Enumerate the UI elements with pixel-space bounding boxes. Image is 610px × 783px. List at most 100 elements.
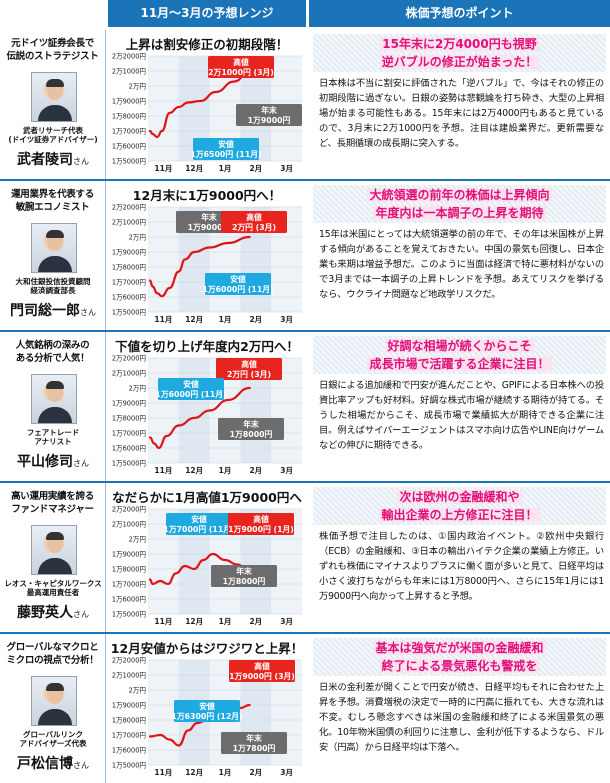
badge-value: 1万8000円 [223, 577, 266, 586]
x-tick-label: 12月 [185, 768, 203, 777]
headline-line-2: 成長市場で活躍する企業に注目！ [313, 355, 606, 373]
point-headline: 基本は強気だが米国の金融緩和 終了による景気悪化も警戒を [313, 638, 606, 676]
x-tick-label: 2月 [249, 768, 262, 777]
x-tick-label: 2月 [249, 315, 262, 324]
y-tick-label: 1万7000円 [112, 581, 147, 589]
y-tick-label: 2万2000円 [112, 506, 147, 514]
point-panel: 次は欧州の金融緩和や 輸出企業の上方修正に注目！ 株価予想で注目したのは、①国内… [309, 483, 610, 632]
person-name-text: 門司総一郎 [10, 303, 80, 319]
person-tagline: 人気銘柄の深みの ある分析で人気！ [0, 339, 105, 365]
badge-value: 2万1000円 (3月) [208, 68, 274, 77]
y-tick-label: 2万2000円 [112, 657, 147, 665]
y-tick-label: 1万7000円 [112, 430, 147, 438]
point-body-text: 日銀による追加緩和で円安が進んだことや、GPIFによる日本株への投資比率アップも… [319, 378, 604, 453]
tagline-line-1: 運用業界を代表する [0, 188, 105, 201]
y-tick-label: 1万6000円 [112, 445, 147, 453]
badge-label: 高値 [246, 212, 262, 222]
point-headline: 大統領選の前年の株価は上昇傾向 年度内は一本調子の上昇を期待 [313, 185, 606, 223]
person-name-text: 平山修司 [17, 454, 73, 470]
y-tick-label: 1万9000円 [112, 702, 147, 710]
badge-value: 2万円 (3月) [227, 370, 271, 379]
point-body-text: 15年は米国にとっては大統領選挙の前の年で、その年は米国株が上昇する傾向があるこ… [319, 227, 604, 302]
point-panel: 大統領選の前年の株価は上昇傾向 年度内は一本調子の上昇を期待 15年は米国にとっ… [309, 181, 610, 330]
badge-label: 安値 [183, 379, 199, 389]
y-tick-label: 1万9000円 [112, 400, 147, 408]
forecast-line-chart: 2万2000円 2万1000円 2万円 1万9000円 1万8000円 1万7000円 1万… [108, 203, 306, 330]
badge-low: 安値1万6300円 (12月) [171, 700, 242, 722]
person-panel: 人気銘柄の深みの ある分析で人気！ フェアトレード アナリスト 平山修司さん [0, 332, 106, 481]
headline-line-2: 年度内は一本調子の上昇を期待 [313, 204, 606, 222]
y-tick-label: 1万8000円 [112, 113, 147, 121]
text-column-header: 株価予想のポイント [309, 0, 610, 27]
x-tick-label: 11月 [154, 466, 172, 475]
person-affiliation: フェアトレード アナリスト [0, 428, 106, 446]
badge-label: 高値 [254, 661, 270, 671]
badge-value: 1万9000円 [248, 116, 291, 125]
headline-line-2: 終了による景気悪化も警戒を [313, 657, 606, 675]
headline-line-2: 逆バブルの修正が始まった！ [313, 53, 606, 71]
tagline-line-2: ある分析で人気！ [0, 352, 105, 365]
tagline-line-1: グローバルなマクロと [0, 641, 105, 654]
forecast-chart-panel: 12月安値からはジワジワと上昇！ 2万2000円 2万1000円 2万円 1万9000… [108, 634, 306, 783]
person-tagline: 元ドイツ証券会長で 伝説のストラテジスト [0, 37, 105, 63]
person-tagline: グローバルなマクロと ミクロの視点で分析！ [0, 641, 105, 667]
badge-value: 1万7000円 (11月) [163, 525, 234, 534]
chart-title: なだらかに1月高値1万9000円へ [108, 487, 306, 506]
affiliation-line-2: アドバイザーズ代表 [0, 739, 106, 748]
honorific: さん [73, 459, 89, 468]
tagline-line-2: 伝説のストラテジスト [0, 50, 105, 63]
badge-label: 高値 [241, 359, 257, 369]
headline-line-1: 次は欧州の金融緩和や [313, 488, 606, 506]
forecast-line-chart: 2万2000円 2万1000円 2万円 1万9000円 1万8000円 1万7000円 1万… [108, 52, 306, 179]
badge-label: 安値 [199, 701, 215, 711]
portrait-photo [31, 374, 77, 424]
y-tick-label: 2万円 [129, 536, 147, 544]
tagline-line-1: 人気銘柄の深みの [0, 339, 105, 352]
badge-value: 2万円 (3月) [232, 223, 276, 232]
chart-column-header: 11月〜3月の予想レンジ [108, 0, 306, 27]
y-tick-label: 2万円 [129, 83, 147, 91]
x-tick-label: 3月 [280, 466, 293, 475]
person-tagline: 高い運用実績を誇る ファンドマネジャー [0, 490, 105, 516]
y-tick-label: 1万6000円 [112, 747, 147, 755]
y-tick-label: 1万5000円 [112, 762, 147, 770]
affiliation-line-1: グローバルリンク [0, 730, 106, 739]
badge-label: 安値 [230, 274, 246, 284]
point-body-text: 日本株は不当に割安に評価された「逆バブル」で、今はそれの修正の初期段階に過ぎない… [319, 76, 604, 151]
forecast-chart-panel: なだらかに1月高値1万9000円へ 2万2000円 2万1000円 2万円 1万900… [108, 483, 306, 632]
y-tick-label: 1万5000円 [112, 460, 147, 468]
headline-line-2: 輸出企業の上方修正に注目！ [313, 506, 606, 524]
person-affiliation: 武者リサーチ代表 (ドイツ証券アドバイザー) [0, 126, 106, 144]
affiliation-line-1: レオス・キャピタルワークス [0, 579, 106, 588]
badge-label: 高値 [233, 57, 249, 67]
point-body-text: 日米の金利差が開くことで円安が続き、日経平均もそれに合わせた上昇を予想。消費増税… [319, 680, 604, 755]
x-tick-label: 11月 [154, 164, 172, 173]
x-tick-label: 12月 [185, 164, 203, 173]
affiliation-line-2: 経済調査部長 [0, 286, 106, 295]
y-tick-label: 1万5000円 [112, 611, 147, 619]
forecast-line-chart: 2万2000円 2万1000円 2万円 1万9000円 1万8000円 1万7000円 1万… [108, 656, 306, 783]
affiliation-line-2: (ドイツ証券アドバイザー) [0, 135, 106, 144]
affiliation-line-1: フェアトレード [0, 428, 106, 437]
badge-value: 1万8000円 [230, 430, 273, 439]
person-name-text: 武者陵司 [17, 152, 73, 168]
y-tick-label: 2万2000円 [112, 53, 147, 61]
x-tick-label: 1月 [219, 768, 232, 777]
badge-high: 高値1万9000円 (1月) [228, 513, 294, 535]
forecast-row: グローバルなマクロと ミクロの視点で分析！ グローバルリンク アドバイザーズ代表… [0, 634, 610, 783]
portrait-photo [31, 72, 77, 122]
y-tick-label: 2万円 [129, 385, 147, 393]
person-panel: 元ドイツ証券会長で 伝説のストラテジスト 武者リサーチ代表 (ドイツ証券アドバイ… [0, 30, 106, 179]
point-panel: 好調な相場が続くからこそ 成長市場で活躍する企業に注目！ 日銀による追加緩和で円… [309, 332, 610, 481]
affiliation-line-2: アナリスト [0, 437, 106, 446]
x-tick-label: 1月 [219, 315, 232, 324]
forecast-row: 高い運用実績を誇る ファンドマネジャー レオス・キャピタルワークス 最高運用責任… [0, 483, 610, 632]
chart-title: 12月末に1万9000円へ！ [108, 185, 306, 204]
y-tick-label: 2万1000円 [112, 672, 147, 680]
y-tick-label: 1万6000円 [112, 596, 147, 604]
badge-value: 1万6500円 (11月) [190, 150, 261, 159]
y-tick-label: 1万8000円 [112, 264, 147, 272]
